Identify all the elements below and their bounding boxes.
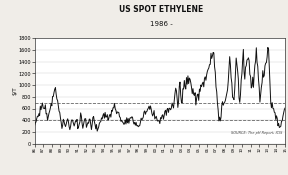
Text: SOURCE: The pH Report, ICIS: SOURCE: The pH Report, ICIS <box>231 131 283 135</box>
Text: US SPOT ETHYLENE: US SPOT ETHYLENE <box>119 5 203 14</box>
Y-axis label: $/T: $/T <box>12 87 17 95</box>
Text: 1986 -: 1986 - <box>150 21 173 27</box>
